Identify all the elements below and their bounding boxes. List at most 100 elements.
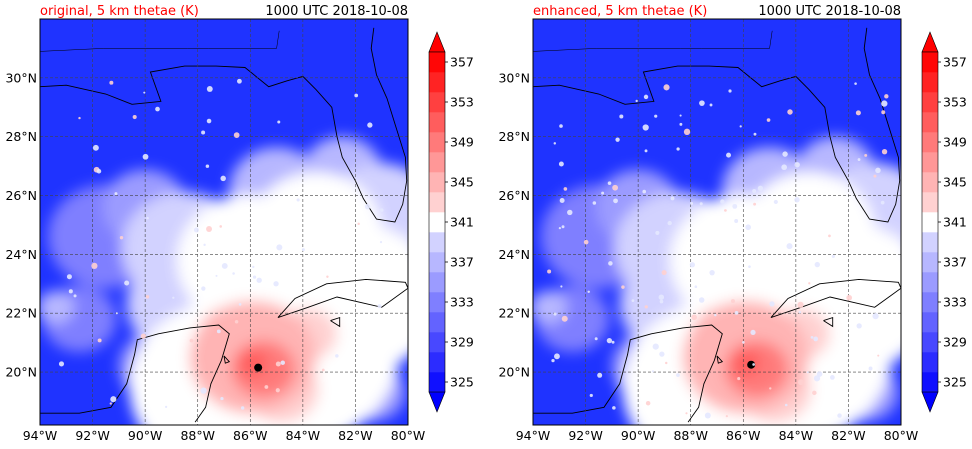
convective-cell bbox=[58, 361, 65, 367]
convective-cell bbox=[252, 265, 255, 269]
convective-cell bbox=[643, 94, 649, 100]
thetae-field bbox=[40, 136, 408, 425]
convective-cell bbox=[752, 189, 757, 193]
convective-cell bbox=[659, 299, 664, 304]
convective-cell bbox=[233, 132, 240, 138]
x-tick-label: 84°W bbox=[779, 428, 814, 443]
convective-cell bbox=[654, 114, 658, 118]
y-tick-label: 30°N bbox=[498, 70, 530, 85]
convective-cell bbox=[679, 122, 683, 126]
x-tick-label: 90°W bbox=[128, 428, 163, 443]
colorbar-band bbox=[429, 92, 445, 113]
colorbar-band bbox=[922, 152, 938, 173]
colorbar-tick-label: 357 bbox=[943, 55, 967, 70]
convective-cell bbox=[66, 274, 72, 280]
convective-cell bbox=[784, 403, 788, 407]
colorbar-tick-label: 341 bbox=[450, 215, 474, 230]
convective-cell bbox=[698, 297, 705, 303]
convective-cell bbox=[124, 280, 130, 286]
convective-cell bbox=[769, 387, 772, 390]
colorbar-band bbox=[429, 112, 445, 133]
colorbar-band bbox=[429, 72, 445, 93]
colorbar-band bbox=[922, 292, 938, 313]
panel-original: original, 5 km thetae (K) 1000 UTC 2018-… bbox=[5, 4, 474, 443]
convective-cell bbox=[379, 241, 383, 244]
colorbar-tick-label: 357 bbox=[450, 55, 474, 70]
convective-cell bbox=[109, 402, 112, 405]
y-tick-label: 24°N bbox=[5, 247, 37, 262]
convective-cell bbox=[730, 299, 735, 304]
convective-cell bbox=[644, 149, 648, 153]
convective-cell bbox=[234, 320, 239, 324]
convective-cell bbox=[203, 243, 206, 247]
y-tick-label: 20°N bbox=[5, 365, 37, 380]
convective-cell bbox=[884, 94, 889, 99]
convective-cell bbox=[172, 296, 175, 299]
convective-cell bbox=[813, 375, 821, 382]
convective-cell bbox=[561, 315, 568, 322]
convective-cell bbox=[655, 230, 660, 235]
convective-cell bbox=[193, 227, 199, 233]
convective-cell bbox=[794, 197, 800, 203]
convective-cell bbox=[787, 109, 793, 115]
colorbar-tick-label: 345 bbox=[450, 175, 474, 190]
convective-cell bbox=[273, 281, 279, 287]
x-tick-label: 80°W bbox=[884, 428, 919, 443]
colorbar-tick-label: 349 bbox=[450, 135, 474, 150]
x-tick-label: 80°W bbox=[391, 428, 426, 443]
convective-cell bbox=[676, 373, 680, 377]
coastline bbox=[277, 278, 408, 319]
convective-cell bbox=[143, 91, 146, 94]
convective-cell bbox=[201, 130, 206, 135]
convective-cell bbox=[240, 406, 245, 410]
colorbar-tick-label: 325 bbox=[450, 375, 474, 390]
coastlines bbox=[40, 27, 408, 425]
convective-cell bbox=[689, 262, 695, 268]
convective-cell bbox=[132, 115, 137, 120]
colorbar-band bbox=[922, 52, 938, 73]
colorbar-band bbox=[922, 232, 938, 253]
gridlines bbox=[40, 19, 408, 425]
convective-cell bbox=[601, 191, 605, 195]
x-tick-label: 90°W bbox=[621, 428, 656, 443]
convective-cell bbox=[757, 185, 764, 191]
convective-cell bbox=[115, 312, 118, 315]
colorbar-band bbox=[922, 312, 938, 333]
colorbar-band bbox=[429, 52, 445, 73]
convective-cell bbox=[615, 137, 620, 142]
colorbar-band bbox=[922, 72, 938, 93]
y-tick-label: 22°N bbox=[498, 306, 530, 321]
storm-center-marker bbox=[747, 360, 756, 369]
convective-cell bbox=[558, 161, 564, 167]
convective-cell bbox=[694, 285, 698, 289]
convective-cell bbox=[798, 310, 802, 314]
storm-center-marker bbox=[254, 363, 263, 372]
convective-cell bbox=[875, 167, 881, 174]
convective-cell bbox=[558, 226, 562, 230]
convective-cell bbox=[252, 275, 257, 279]
colorbar-tick-label: 341 bbox=[943, 215, 967, 230]
convective-cell bbox=[808, 282, 811, 285]
convective-cell bbox=[357, 222, 360, 226]
convective-cell bbox=[683, 128, 691, 136]
convective-cell bbox=[354, 93, 359, 98]
convective-cell bbox=[275, 388, 280, 393]
convective-cell bbox=[301, 248, 305, 252]
colorbar-band bbox=[429, 132, 445, 153]
convective-cell bbox=[219, 225, 222, 228]
map-area bbox=[533, 19, 901, 425]
convective-cell bbox=[734, 311, 739, 315]
colorbar-band bbox=[429, 272, 445, 293]
convective-cell bbox=[559, 124, 563, 128]
convective-cell bbox=[611, 340, 615, 344]
convective-cell bbox=[685, 412, 688, 415]
convective-cell bbox=[155, 106, 160, 112]
convective-cell bbox=[589, 393, 593, 398]
y-tick-label: 26°N bbox=[5, 188, 37, 203]
thetae-field bbox=[533, 136, 901, 425]
convective-cell bbox=[872, 313, 879, 320]
colorbar-tick-label: 345 bbox=[943, 175, 967, 190]
colorbar-band bbox=[922, 192, 938, 213]
convective-cell bbox=[73, 294, 77, 298]
panel-title: enhanced, 5 km thetae (K) bbox=[533, 4, 707, 19]
